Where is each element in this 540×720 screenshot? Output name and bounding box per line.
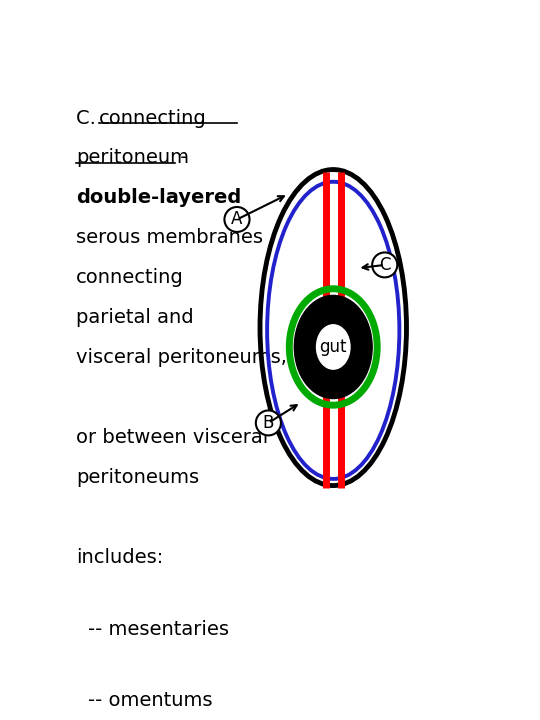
Ellipse shape bbox=[225, 207, 249, 232]
Text: serous membranes: serous membranes bbox=[76, 228, 263, 248]
Text: gut: gut bbox=[320, 338, 347, 356]
Text: C.: C. bbox=[76, 109, 102, 127]
Text: connecting: connecting bbox=[99, 109, 207, 127]
Text: A: A bbox=[231, 210, 242, 228]
Text: -- omentums: -- omentums bbox=[89, 691, 213, 711]
Ellipse shape bbox=[260, 169, 407, 485]
Text: includes:: includes: bbox=[76, 548, 163, 567]
Text: -: - bbox=[174, 148, 187, 168]
Text: C: C bbox=[379, 256, 390, 274]
Text: double-layered: double-layered bbox=[76, 189, 241, 207]
Text: B: B bbox=[262, 414, 274, 432]
Text: peritoneum: peritoneum bbox=[76, 148, 189, 168]
Text: or between visceral: or between visceral bbox=[76, 428, 268, 447]
Ellipse shape bbox=[372, 253, 397, 277]
Text: parietal and: parietal and bbox=[76, 308, 193, 327]
Text: visceral peritoneums,: visceral peritoneums, bbox=[76, 348, 287, 367]
Text: connecting: connecting bbox=[76, 269, 184, 287]
Circle shape bbox=[294, 295, 372, 399]
Circle shape bbox=[316, 325, 350, 369]
Text: peritoneums: peritoneums bbox=[76, 468, 199, 487]
Text: -- mesentaries: -- mesentaries bbox=[89, 619, 230, 639]
Ellipse shape bbox=[256, 410, 281, 436]
